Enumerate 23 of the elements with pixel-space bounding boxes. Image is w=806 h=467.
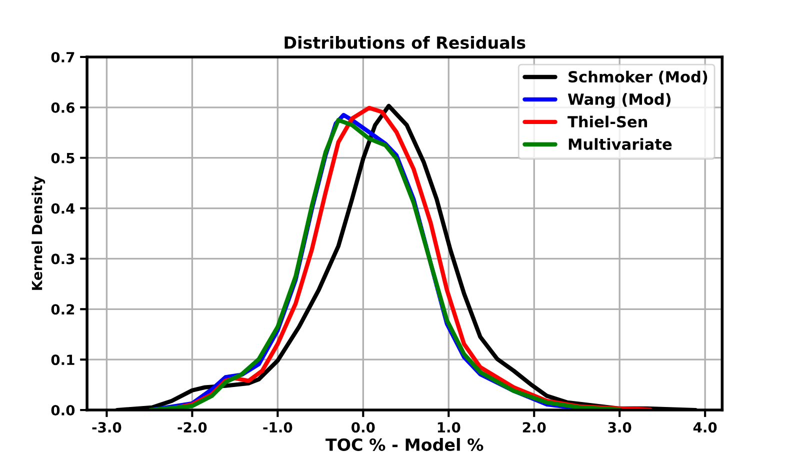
x-axis-title: TOC % - Model % — [326, 438, 484, 451]
x-tick-label: 0.0 — [352, 422, 375, 433]
x-tick-label: 4.0 — [693, 422, 717, 433]
legend-label: Thiel-Sen — [568, 116, 648, 128]
y-tick-label: 0.6 — [51, 102, 74, 113]
y-tick-label: 0.7 — [51, 52, 74, 62]
y-tick-label: 0.4 — [51, 203, 75, 214]
y-tick-label: 0.1 — [51, 354, 74, 366]
x-tick-label: -3.0 — [92, 422, 122, 433]
x-tick-label: 1.0 — [438, 422, 460, 433]
y-tick-label: 0.2 — [51, 304, 74, 315]
legend-label: Schmoker (Mod) — [568, 70, 708, 84]
y-tick-label: 0.0 — [51, 404, 75, 416]
y-tick-label: 0.3 — [51, 254, 74, 264]
y-axis-title: Kernel Density — [32, 176, 46, 290]
legend-label: Multivariate — [568, 138, 672, 150]
x-tick-label: -1.0 — [263, 422, 292, 433]
legend-label: Wang (Mod) — [568, 93, 671, 108]
chart-title: Distributions of Residuals — [284, 36, 526, 49]
y-tick-label: 0.5 — [51, 152, 74, 164]
x-tick-label: 3.0 — [608, 422, 632, 433]
x-tick-label: -2.0 — [178, 422, 207, 433]
x-tick-label: 2.0 — [522, 422, 546, 433]
